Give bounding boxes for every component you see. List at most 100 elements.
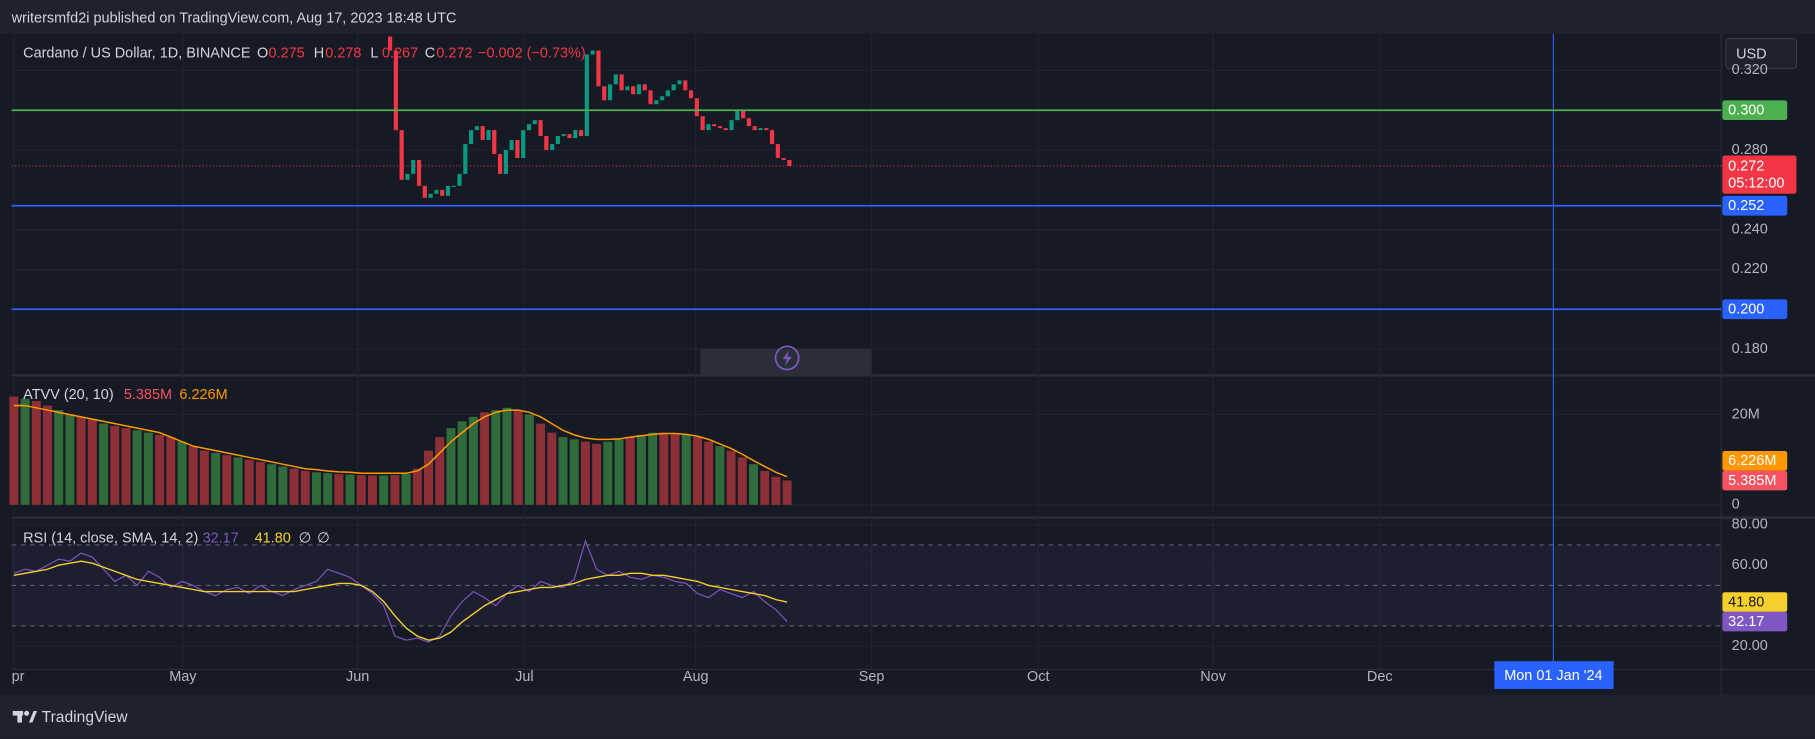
volume-bar <box>760 470 770 505</box>
candle-body <box>787 159 792 166</box>
brand-name: TradingView <box>42 709 129 726</box>
volume-bar <box>480 412 490 505</box>
candle-body <box>578 130 584 137</box>
candle-body <box>399 130 404 180</box>
cursor-date-badge <box>1494 661 1614 689</box>
candle-body <box>486 130 491 141</box>
level-label: 0.200 <box>1728 302 1764 318</box>
candle-body <box>613 74 618 85</box>
candle-body <box>746 118 752 127</box>
candle-body <box>463 144 468 174</box>
candle-body <box>445 185 451 196</box>
candle-body <box>717 126 723 129</box>
candle-body <box>497 153 503 174</box>
candle-body <box>636 84 642 95</box>
level-label: 0.252 <box>1728 198 1764 214</box>
replay-icon[interactable] <box>774 345 800 371</box>
volume-bar <box>558 437 568 505</box>
brand-logo <box>12 710 38 723</box>
volume-bar <box>31 401 41 505</box>
volume-bar <box>255 461 265 505</box>
indicator-title: RSI (14, close, SMA, 14, 2) <box>23 530 198 546</box>
candle-body <box>619 74 624 91</box>
volume-bar <box>726 450 736 505</box>
volume-bar <box>592 443 602 505</box>
volume-bar <box>211 452 221 505</box>
volume-bar <box>323 473 333 505</box>
ohlc-value: 0.267 <box>382 45 418 61</box>
volume-bar <box>569 439 579 505</box>
candle-body <box>561 134 566 137</box>
change: −0.002 (−0.73%) <box>478 45 586 61</box>
volume-bar <box>334 474 344 505</box>
volume-bar <box>65 414 75 505</box>
volume-bar <box>278 466 288 505</box>
volume-bar <box>9 396 19 505</box>
candle-body <box>642 84 647 91</box>
footer-bar <box>0 694 1815 739</box>
y-tick-label: 0.220 <box>1732 261 1768 277</box>
time-tick-label: pr <box>12 669 25 685</box>
currency-button[interactable] <box>1725 37 1798 70</box>
candle-body <box>781 157 786 160</box>
candle-body <box>688 90 694 99</box>
candle-body <box>573 130 578 139</box>
volume-bar <box>614 439 624 505</box>
volume-bar <box>681 434 691 505</box>
volume-bar <box>356 475 366 505</box>
volume-bar <box>435 437 445 505</box>
volume-bar <box>424 450 434 505</box>
plot <box>9 36 792 643</box>
volume-bar <box>20 398 30 505</box>
volume-bar <box>692 437 702 505</box>
volume-bar <box>54 410 64 505</box>
volume-bar <box>222 455 232 505</box>
candle-body <box>434 189 439 194</box>
ohlc-name: O <box>257 45 268 61</box>
time-tick-label: Aug <box>683 669 709 685</box>
ohlc-name: C <box>425 45 435 61</box>
candle-body <box>584 54 589 137</box>
candle-body <box>775 144 780 158</box>
volume-bar <box>524 414 534 505</box>
volume-bar <box>771 476 781 505</box>
volume-bar <box>155 434 165 505</box>
volume-bar <box>749 464 758 505</box>
volume-bar <box>513 410 523 505</box>
volume-bar <box>491 410 501 505</box>
candle-body <box>712 124 717 127</box>
volume-bar <box>737 457 747 505</box>
legend-extra: ∅ <box>317 530 330 546</box>
level-label-bg <box>1722 100 1788 121</box>
volume-bar <box>412 468 422 505</box>
volume-bar <box>345 474 355 505</box>
volume-bar <box>446 428 456 505</box>
volume-bar <box>636 434 646 505</box>
indicator-title: ATVV (20, 10) <box>23 387 114 403</box>
volume-bar <box>244 459 254 505</box>
time-tick-label: Oct <box>1027 669 1049 685</box>
volume-bar <box>289 468 299 505</box>
candle-body <box>596 50 601 87</box>
volume-bar <box>379 475 389 505</box>
volume-bar <box>547 432 557 505</box>
candle-body <box>416 159 422 186</box>
time-tick-label: Jul <box>515 669 533 685</box>
volume-bar <box>267 464 277 505</box>
volume-bar <box>502 407 512 505</box>
y-tick-label: 60.00 <box>1732 557 1768 573</box>
time-tick-label: Jun <box>346 669 369 685</box>
candle-body <box>457 173 462 186</box>
candle-body <box>769 130 775 145</box>
candle-body <box>607 84 613 101</box>
legend-sma: 41.80 <box>255 530 291 546</box>
candle-body <box>440 189 445 196</box>
y-tick-label: 80.00 <box>1732 517 1768 533</box>
candle-body <box>480 126 485 141</box>
candle-body <box>538 120 543 137</box>
candle-body <box>706 124 711 131</box>
candle-body <box>474 126 479 131</box>
